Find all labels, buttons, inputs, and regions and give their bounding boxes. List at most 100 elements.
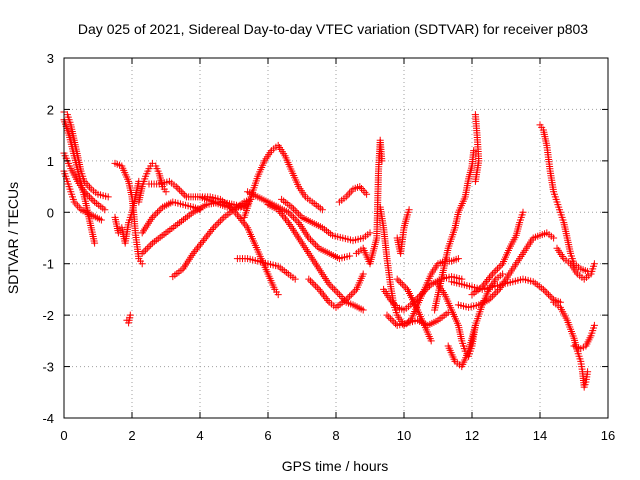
data-marker [334, 289, 342, 297]
data-point [584, 368, 592, 376]
data-marker [216, 217, 224, 225]
data-marker [346, 189, 354, 197]
data-marker [147, 241, 155, 249]
data-marker [395, 277, 403, 285]
x-tick-label: 2 [128, 428, 135, 443]
data-marker [312, 282, 320, 290]
data-point [499, 270, 507, 278]
data-marker [494, 287, 501, 295]
x-tick-label: 0 [60, 428, 67, 443]
data-marker [344, 294, 352, 302]
data-point [383, 311, 391, 319]
y-tick-label: 0 [47, 205, 54, 220]
data-point [91, 239, 99, 247]
data-marker [402, 284, 410, 292]
data-point [342, 296, 350, 304]
data-marker [386, 315, 394, 323]
data-point [325, 280, 333, 288]
data-point [405, 206, 413, 214]
data-point [590, 260, 598, 268]
data-point [366, 229, 374, 237]
data-marker [155, 207, 163, 215]
data-marks [60, 108, 598, 391]
data-point [291, 275, 299, 283]
data-marker [288, 212, 296, 220]
data-marker [313, 284, 321, 292]
data-marker [495, 263, 503, 271]
data-marker [154, 208, 161, 216]
data-marker [397, 279, 405, 287]
data-point [346, 252, 354, 260]
data-point [519, 208, 527, 216]
data-point [288, 203, 296, 211]
data-marker [545, 291, 552, 299]
data-marker [307, 277, 314, 285]
data-point [550, 234, 558, 242]
data-marker [142, 246, 150, 254]
data-marker [213, 220, 221, 228]
data-marker [330, 285, 338, 293]
y-axis-label: SDTVAR / TECUs [5, 182, 21, 294]
data-marker [349, 289, 357, 297]
data-marker [145, 243, 153, 251]
y-tick-label: 2 [47, 102, 54, 117]
data-marker [329, 284, 337, 292]
data-marker [86, 193, 93, 201]
data-marker [152, 210, 160, 218]
data-marker [490, 268, 498, 276]
chart-title: Day 025 of 2021, Sidereal Day-to-day VTE… [78, 21, 588, 37]
data-marker [392, 320, 399, 328]
data-point [318, 206, 326, 214]
data-point [470, 147, 478, 155]
data-point [359, 270, 367, 278]
data-marker [487, 294, 495, 302]
data-marker [546, 292, 554, 300]
data-marker [176, 186, 184, 194]
data-marker [359, 186, 367, 194]
data-point [359, 306, 367, 314]
y-tick-label: -3 [42, 360, 54, 375]
grid-layer [64, 58, 608, 418]
data-marker [290, 213, 297, 221]
data-marker [388, 316, 396, 324]
data-point [454, 255, 462, 263]
y-tick-label: -1 [42, 257, 54, 272]
data-marker [385, 313, 393, 321]
data-point [305, 234, 313, 242]
data-point [138, 260, 146, 268]
x-tick-label: 6 [264, 428, 271, 443]
y-tick-label: -4 [42, 411, 54, 426]
data-marker [286, 210, 294, 218]
data-marker [344, 191, 352, 199]
data-point [126, 311, 134, 319]
data-point [138, 249, 146, 257]
data-point [305, 275, 313, 283]
data-marker [492, 289, 500, 297]
x-tick-label: 8 [332, 428, 339, 443]
data-marker [75, 204, 83, 212]
data-marker [87, 195, 95, 203]
x-axis-label: GPS time / hours [282, 458, 389, 474]
data-marker [218, 215, 226, 223]
data-marker [332, 287, 340, 295]
data-point [162, 188, 170, 196]
data-marker [358, 185, 365, 192]
data-point [97, 216, 105, 224]
data-point [363, 190, 371, 198]
data-marker [497, 261, 505, 269]
data-marker [174, 184, 182, 192]
data-marker [361, 188, 369, 196]
x-tick-label: 12 [465, 428, 479, 443]
data-point [172, 183, 180, 191]
data-point [427, 337, 435, 345]
data-marker [492, 267, 500, 275]
y-tick-label: 3 [47, 51, 54, 66]
data-marker [295, 210, 303, 218]
data-point [471, 177, 479, 185]
data-point [378, 157, 386, 165]
x-tick-label: 10 [397, 428, 411, 443]
data-marker [422, 285, 430, 293]
data-point [210, 224, 218, 232]
data-marker [181, 191, 189, 199]
data-marker [414, 294, 422, 302]
